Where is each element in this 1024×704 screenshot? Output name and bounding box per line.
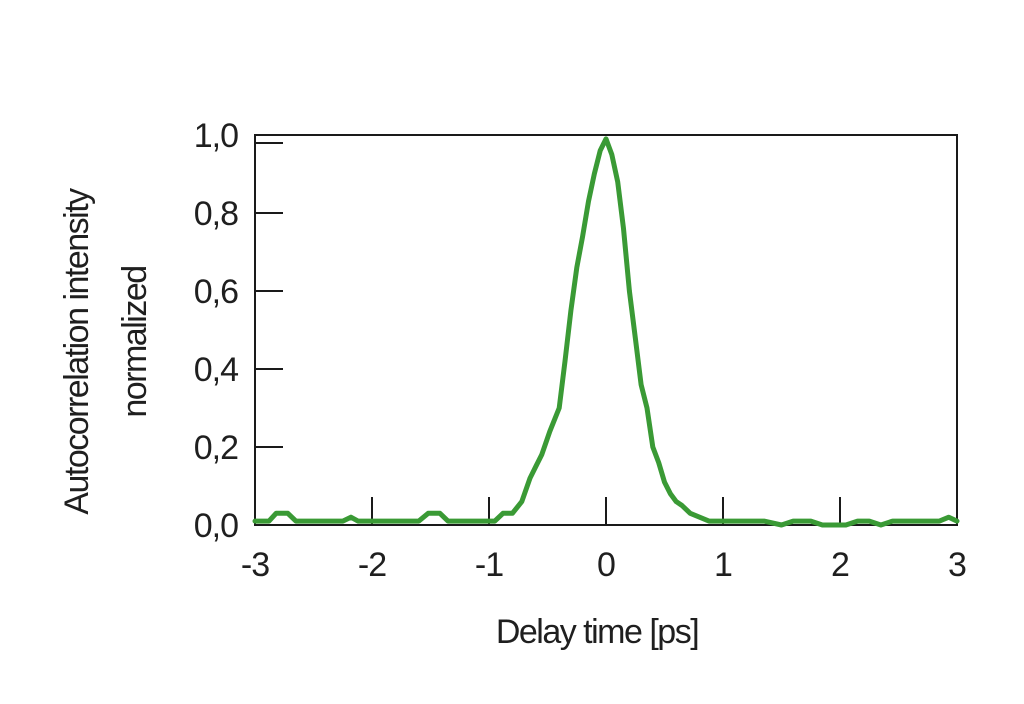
x-tick-label: 0: [597, 546, 615, 584]
y-axis-label-line-2: normalized: [116, 266, 154, 417]
plot-frame: [254, 134, 958, 526]
y-tick-label: 0,6: [194, 273, 238, 311]
y-axis-tick-labels: 0,0 0,2 0,4 0,6 0,8 1,0: [194, 117, 239, 545]
x-tick-label: 2: [831, 546, 849, 584]
x-tick-label: -1: [475, 546, 503, 584]
x-axis-label: Delay time [ps]: [496, 613, 698, 651]
x-tick-label: -2: [358, 546, 386, 584]
y-tick-label: 0,0: [194, 507, 238, 545]
y-axis-label-line-1: Autocorrelation intensity: [58, 188, 96, 515]
x-tick-label: -3: [241, 546, 269, 584]
y-tick-label: 0,4: [194, 351, 238, 389]
y-tick-label: 0,2: [194, 429, 238, 467]
x-tick-label: 3: [948, 546, 966, 584]
y-tick-label: 0,8: [194, 195, 238, 233]
y-tick-label: 1,0: [194, 117, 238, 155]
autocorrelation-series-line: [252, 136, 960, 528]
x-tick-label: 1: [714, 546, 732, 584]
y-axis-ticks: [255, 142, 283, 448]
x-axis-tick-labels: -3 -2 -1 0 1 2 3: [241, 546, 967, 584]
